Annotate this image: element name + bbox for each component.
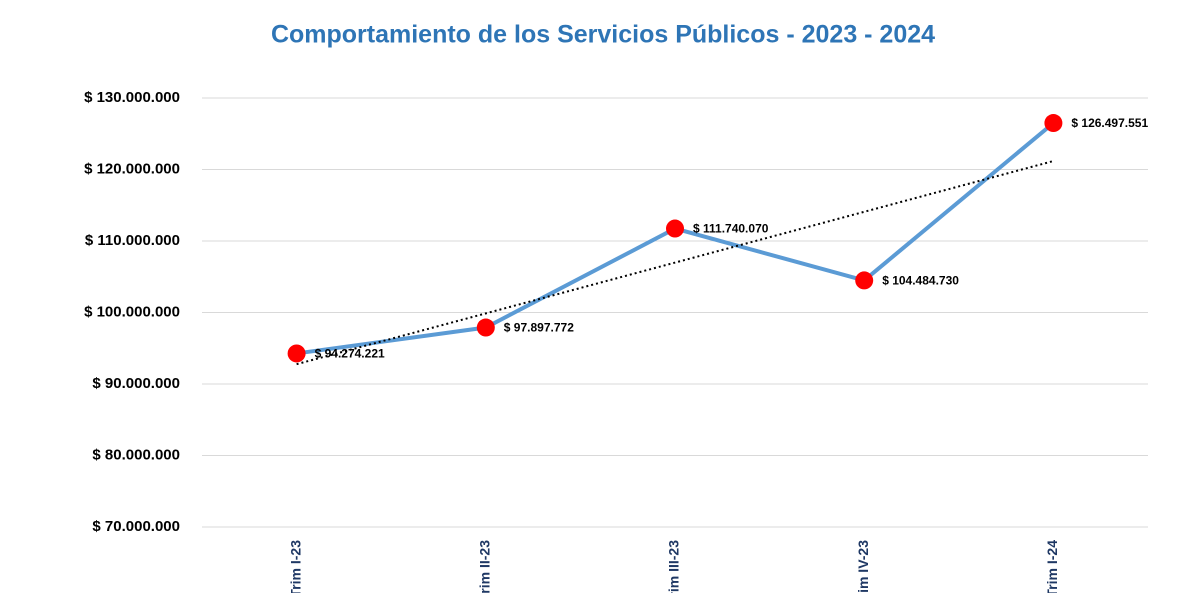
marker	[287, 344, 306, 363]
marker	[1044, 114, 1063, 133]
y-tick-label: $ 130.000.000	[84, 89, 180, 106]
chart-title: Comportamiento de los Servicios Públicos…	[271, 21, 935, 49]
data-label: $ 94.274.221	[315, 347, 385, 361]
marker	[855, 271, 874, 290]
y-tick-label: $ 90.000.000	[92, 375, 180, 392]
data-label: $ 104.484.730	[882, 274, 959, 288]
data-label: $ 97.897.772	[504, 321, 574, 335]
x-tick-label: Trim III-23	[666, 540, 682, 593]
y-tick-label: $ 70.000.000	[92, 518, 180, 535]
y-tick-label: $ 120.000.000	[84, 160, 180, 177]
line	[296, 121, 1055, 356]
marker	[476, 318, 495, 337]
x-tick-label: Trim II-23	[477, 540, 493, 593]
x-tick-label: Trim I-23	[287, 540, 303, 593]
x-tick-label: Trim I-24	[1044, 540, 1060, 593]
marker	[666, 219, 684, 238]
y-tick-label: $ 110.000.000	[85, 232, 180, 249]
data-label: $ 126.497.551	[1071, 116, 1148, 130]
y-tick-label: $ 80.000.000	[92, 446, 180, 463]
trendline	[296, 160, 1054, 366]
x-tick-label: Trim IV-23	[855, 540, 871, 593]
y-tick-label: $ 100.000.000	[84, 303, 180, 320]
data-label: $ 111.740.070	[693, 222, 769, 236]
